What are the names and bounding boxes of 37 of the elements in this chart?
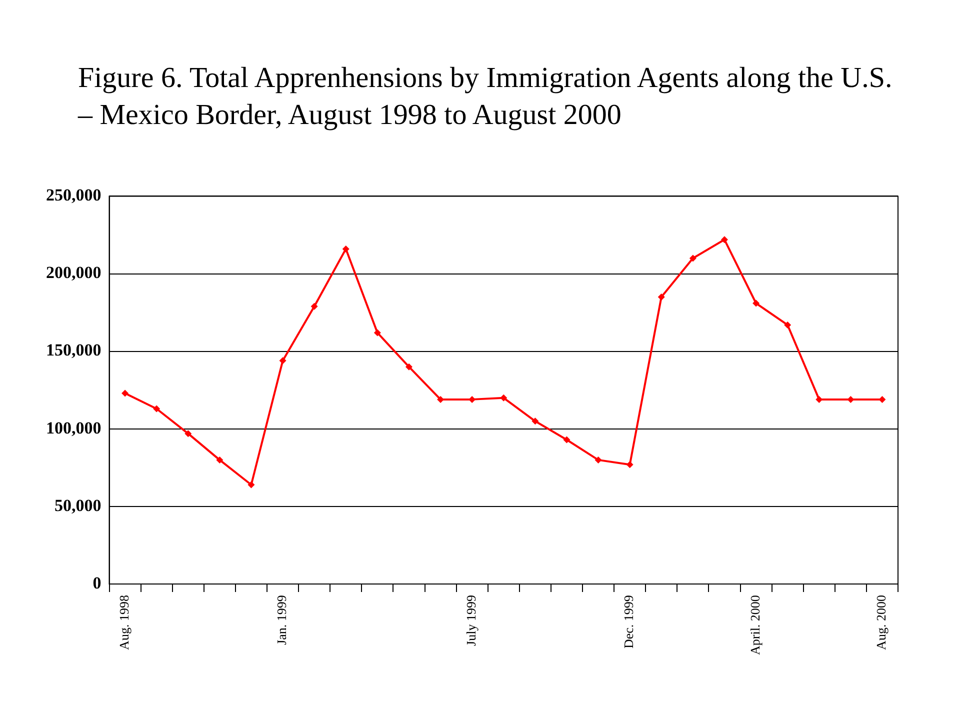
point (689, 254, 696, 262)
point (184, 430, 192, 438)
point (122, 390, 129, 397)
y-tick-label: 0 (92, 573, 102, 592)
point (752, 300, 760, 307)
point (468, 396, 476, 403)
point (878, 396, 886, 403)
x-tick-label: July 1999 (463, 595, 478, 646)
x-tick-label: Aug. 2000 (874, 595, 889, 650)
point (847, 396, 854, 403)
point (248, 481, 255, 488)
y-tick-label: 50,000 (54, 496, 102, 515)
point (500, 394, 508, 402)
point (374, 329, 381, 336)
point (626, 461, 634, 468)
point (310, 302, 318, 310)
point (720, 236, 728, 244)
chart-title: Figure 6. Total Apprenhensions by Immigration Agents along the U.S. – Mexico Border, August 1998 to August 2000 (78, 61, 894, 133)
x-tick-label: April. 2000 (747, 595, 762, 656)
point (784, 321, 792, 328)
x-tick-label: Aug. 1998 (116, 595, 132, 650)
point (532, 418, 539, 425)
point (594, 456, 602, 464)
point (153, 405, 160, 412)
x-tick-label: Jan. 1999 (274, 595, 290, 645)
y-tick-label: 250,000 (46, 186, 102, 205)
y-tick-label: 150,000 (46, 340, 102, 360)
point (405, 363, 412, 370)
point (658, 294, 665, 301)
x-tick-label: Dec. 1999 (621, 595, 636, 648)
point (816, 396, 823, 403)
y-tick-label: 200,000 (46, 263, 102, 282)
y-tick-label: 100,000 (46, 418, 102, 438)
point (216, 456, 224, 464)
point (563, 436, 570, 444)
point (279, 357, 286, 364)
point (342, 245, 350, 252)
